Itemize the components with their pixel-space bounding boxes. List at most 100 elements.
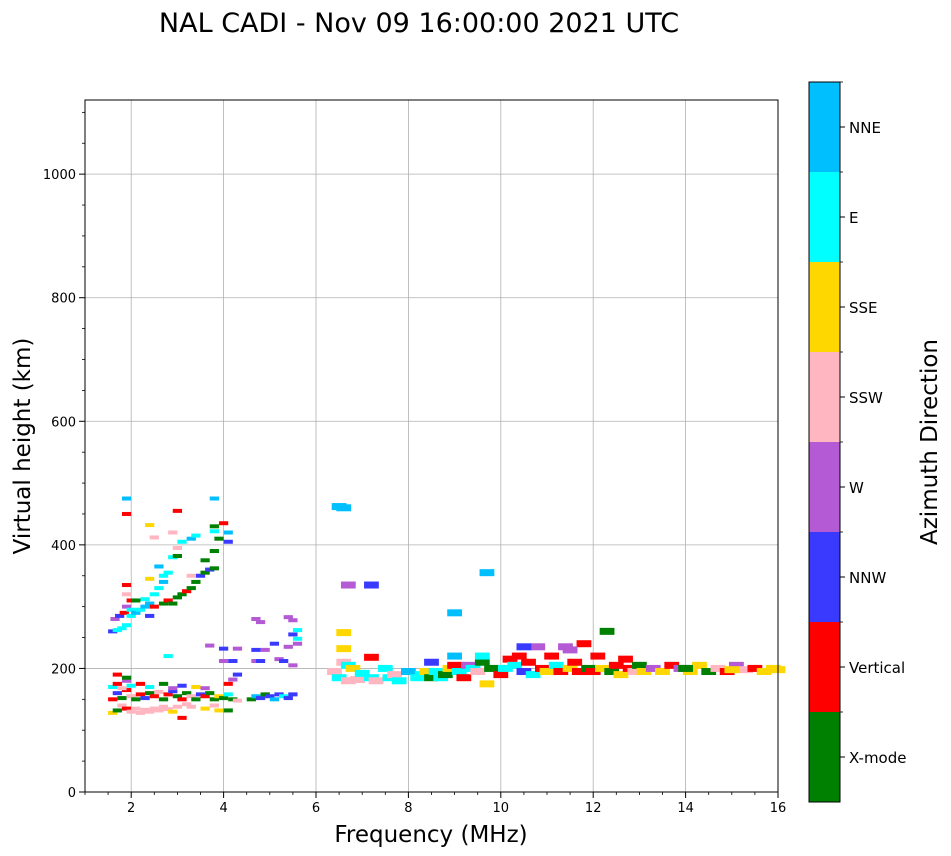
y-tick-label: 800 (51, 292, 76, 307)
echo-point (377, 664, 393, 672)
echo-point (283, 615, 293, 620)
echo-point (145, 601, 155, 606)
echo-point (149, 706, 159, 711)
echo-point (729, 661, 744, 669)
colorbar-label: Azimuth Direction (917, 339, 943, 545)
echo-point (618, 655, 633, 663)
echo-point (145, 684, 155, 689)
echo-point (539, 668, 555, 676)
echo-point (121, 511, 132, 516)
echo-point (158, 681, 169, 686)
colorbar-category-label: E (849, 209, 858, 227)
echo-point (117, 696, 127, 701)
echo-point (451, 668, 467, 676)
echo-point (135, 692, 146, 697)
echo-point (232, 672, 243, 677)
echo-point (108, 684, 118, 689)
y-tick-label: 200 (51, 662, 76, 677)
echo-point (186, 586, 196, 591)
axis-ticks: 2 4 6 8 10 12 14 16 0 200 400 600 800 1000 (43, 111, 786, 816)
echo-point (283, 644, 293, 649)
echo-point (195, 573, 206, 578)
echo-point (292, 641, 303, 646)
echo-point (479, 569, 495, 577)
echo-point (121, 688, 132, 693)
echo-point (747, 664, 763, 672)
echo-point (200, 570, 210, 575)
colorbar-category-label: SSE (849, 299, 878, 317)
echo-point (350, 676, 365, 684)
echo-point (182, 691, 192, 696)
echo-point (135, 681, 146, 686)
echo-point (604, 668, 620, 676)
echo-point (724, 666, 740, 674)
x-tick-label: 10 (493, 801, 510, 816)
echo-point (158, 704, 169, 709)
y-tick-label: 600 (51, 415, 76, 430)
echo-point (336, 629, 352, 637)
echo-point (186, 573, 196, 578)
echo-point (627, 668, 643, 676)
echo-point (228, 677, 238, 682)
echo-point (331, 674, 347, 682)
echo-point (140, 597, 150, 602)
echo-point (507, 661, 523, 669)
echo-point (288, 663, 298, 668)
echo-point (251, 647, 261, 652)
colorbar-category-label: NNW (849, 569, 886, 587)
echo-point (340, 581, 356, 589)
echo-point (154, 689, 164, 694)
echo-point (562, 646, 578, 654)
colorbar-segment (809, 262, 840, 352)
echo-point (149, 592, 159, 597)
echo-point (177, 697, 187, 702)
colorbar-frame (808, 81, 841, 803)
echo-point (149, 604, 159, 609)
colorbar-category-label: X-mode (849, 749, 906, 767)
echo-point (391, 677, 407, 685)
echo-point (223, 708, 233, 713)
echo-point (200, 686, 210, 691)
echo-point (168, 530, 178, 535)
echo-point (484, 664, 499, 672)
echo-point (117, 686, 127, 691)
echo-point (336, 645, 352, 653)
echo-point (168, 686, 178, 691)
colorbar-segment (809, 622, 840, 712)
echo-point (288, 632, 298, 637)
echo-point (177, 715, 187, 720)
echo-point (613, 671, 629, 679)
echo-point (186, 704, 196, 709)
echo-point (177, 592, 187, 597)
echo-point (553, 668, 569, 676)
colorbar-segment (809, 172, 840, 262)
echo-point (163, 654, 173, 659)
echo-point (255, 620, 266, 625)
echo-point (154, 564, 164, 569)
echo-point (126, 694, 136, 699)
echo-point (474, 652, 490, 660)
echo-point (474, 658, 490, 666)
echo-point (632, 661, 647, 669)
colorbar-segment (809, 442, 840, 532)
echo-point (255, 696, 266, 701)
echo-point (218, 646, 229, 651)
echo-point (140, 696, 150, 701)
echo-point (135, 607, 146, 612)
echo-point (186, 694, 196, 699)
echo-point (595, 664, 610, 672)
echo-point (186, 536, 196, 541)
echo-point (387, 671, 402, 679)
echo-point (498, 664, 513, 672)
echo-point (521, 658, 536, 666)
echo-point (364, 653, 379, 661)
echo-point (177, 683, 187, 688)
echo-point (260, 647, 270, 652)
echo-point (585, 668, 601, 676)
echo-point (158, 579, 169, 584)
echo-point (548, 661, 564, 669)
echo-point (154, 708, 164, 713)
echo-point (121, 706, 132, 711)
echo-point (516, 643, 532, 651)
echo-point (447, 652, 462, 660)
